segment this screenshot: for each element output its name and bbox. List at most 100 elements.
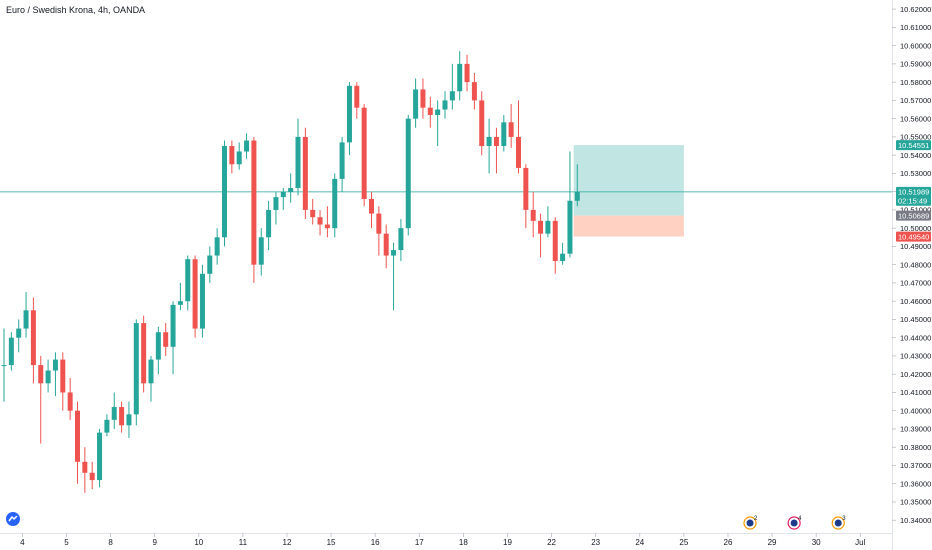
candle[interactable] bbox=[258, 228, 264, 276]
y-tick-label: 10.34000 bbox=[900, 516, 931, 525]
candle[interactable] bbox=[493, 127, 499, 174]
candle[interactable] bbox=[479, 91, 485, 156]
candle[interactable] bbox=[398, 219, 404, 262]
candle[interactable] bbox=[501, 114, 507, 152]
candle[interactable] bbox=[163, 323, 169, 356]
candle[interactable] bbox=[324, 206, 330, 238]
candle-body bbox=[82, 461, 88, 473]
candle[interactable] bbox=[82, 447, 88, 493]
candle[interactable] bbox=[192, 255, 198, 338]
candle[interactable] bbox=[552, 217, 558, 274]
candle[interactable] bbox=[52, 352, 58, 397]
candle[interactable] bbox=[310, 198, 316, 225]
loss-zone[interactable] bbox=[573, 215, 684, 237]
candle[interactable] bbox=[354, 82, 360, 119]
candle[interactable] bbox=[560, 242, 566, 265]
candle[interactable] bbox=[207, 246, 213, 283]
candle[interactable] bbox=[170, 301, 176, 375]
candle[interactable] bbox=[317, 209, 323, 236]
candle[interactable] bbox=[427, 96, 433, 128]
candle[interactable] bbox=[38, 355, 44, 444]
candle[interactable] bbox=[199, 264, 205, 338]
candle[interactable] bbox=[457, 51, 463, 101]
candle[interactable] bbox=[214, 228, 220, 265]
candle[interactable] bbox=[567, 151, 573, 258]
candle[interactable] bbox=[273, 191, 279, 225]
candle[interactable] bbox=[538, 213, 544, 258]
candle[interactable] bbox=[302, 127, 308, 220]
candle[interactable] bbox=[523, 164, 529, 229]
candle[interactable] bbox=[574, 164, 580, 207]
y-tick-label: 10.42000 bbox=[900, 370, 931, 379]
candle[interactable] bbox=[16, 319, 22, 353]
candle[interactable] bbox=[222, 140, 227, 247]
candle[interactable] bbox=[442, 91, 448, 119]
candle[interactable] bbox=[229, 140, 235, 174]
event-marker-icon[interactable]: 4 bbox=[787, 516, 802, 530]
candle[interactable] bbox=[486, 118, 492, 174]
y-tick-label: 10.47000 bbox=[900, 279, 931, 288]
candle[interactable] bbox=[119, 401, 125, 433]
candle[interactable] bbox=[45, 359, 51, 393]
candle[interactable] bbox=[141, 315, 147, 393]
candle-body bbox=[361, 107, 367, 199]
candle[interactable] bbox=[361, 104, 367, 207]
candle[interactable] bbox=[60, 352, 66, 411]
candle[interactable] bbox=[346, 82, 352, 156]
candle[interactable] bbox=[8, 332, 14, 371]
candle-body bbox=[16, 328, 22, 338]
candle[interactable] bbox=[435, 100, 441, 147]
candle[interactable] bbox=[413, 78, 419, 128]
candle[interactable] bbox=[339, 136, 345, 192]
candle[interactable] bbox=[295, 118, 301, 196]
candle[interactable] bbox=[111, 392, 117, 429]
candle-body bbox=[23, 310, 29, 329]
candle-body bbox=[126, 414, 132, 426]
candle[interactable] bbox=[23, 292, 29, 338]
candle[interactable] bbox=[244, 133, 250, 159]
candle[interactable] bbox=[530, 191, 536, 238]
event-marker-icon[interactable]: 2 bbox=[743, 516, 758, 530]
candle[interactable] bbox=[133, 319, 139, 426]
candle[interactable] bbox=[376, 206, 382, 256]
candle[interactable] bbox=[30, 297, 36, 384]
price-tag[interactable]: 10.54551 bbox=[896, 140, 931, 151]
candle[interactable] bbox=[420, 78, 426, 119]
candle[interactable] bbox=[464, 54, 470, 92]
candle[interactable] bbox=[288, 173, 294, 203]
tradingview-logo-icon[interactable] bbox=[6, 512, 20, 526]
price-tag[interactable]: 02:15:49 bbox=[896, 195, 931, 206]
candle[interactable] bbox=[280, 188, 286, 210]
candle[interactable] bbox=[148, 355, 154, 402]
candle[interactable] bbox=[89, 461, 95, 490]
candle[interactable] bbox=[155, 326, 161, 375]
candle[interactable] bbox=[391, 242, 397, 311]
candle[interactable] bbox=[1, 328, 7, 402]
candle[interactable] bbox=[126, 401, 132, 439]
candle[interactable] bbox=[471, 73, 477, 110]
candle[interactable] bbox=[104, 414, 110, 437]
candle[interactable] bbox=[67, 377, 73, 420]
candle[interactable] bbox=[236, 142, 242, 170]
event-marker-icon[interactable]: 3 bbox=[831, 516, 846, 530]
candle[interactable] bbox=[449, 63, 455, 110]
price-tag[interactable]: 10.50689 bbox=[896, 210, 931, 221]
candle[interactable] bbox=[177, 282, 183, 311]
candle[interactable] bbox=[266, 200, 272, 251]
y-tick-label: 10.51000 bbox=[900, 206, 931, 215]
candle[interactable] bbox=[251, 136, 257, 283]
candle[interactable] bbox=[75, 401, 80, 484]
candle[interactable] bbox=[508, 104, 514, 148]
candle[interactable] bbox=[369, 191, 374, 229]
candle[interactable] bbox=[185, 255, 191, 311]
candle[interactable] bbox=[97, 428, 103, 488]
profit-zone[interactable] bbox=[573, 145, 684, 216]
price-tag[interactable]: 10.49540 bbox=[896, 231, 931, 242]
price-tag[interactable]: 10.51989 bbox=[896, 186, 931, 197]
candle[interactable] bbox=[516, 100, 521, 174]
candle[interactable] bbox=[545, 206, 551, 238]
candle[interactable] bbox=[405, 114, 411, 236]
candle[interactable] bbox=[383, 224, 389, 269]
candle[interactable] bbox=[332, 173, 338, 238]
